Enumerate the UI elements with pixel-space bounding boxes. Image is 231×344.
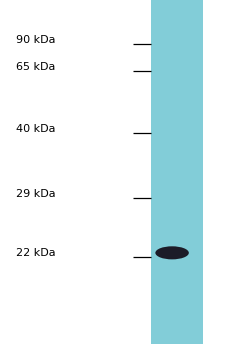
Text: 40 kDa: 40 kDa — [16, 124, 56, 134]
Text: 65 kDa: 65 kDa — [16, 62, 55, 72]
Ellipse shape — [155, 246, 189, 259]
Text: 29 kDa: 29 kDa — [16, 189, 56, 200]
Bar — [151, 0, 203, 344]
Text: 90 kDa: 90 kDa — [16, 34, 56, 45]
Text: 22 kDa: 22 kDa — [16, 248, 56, 258]
